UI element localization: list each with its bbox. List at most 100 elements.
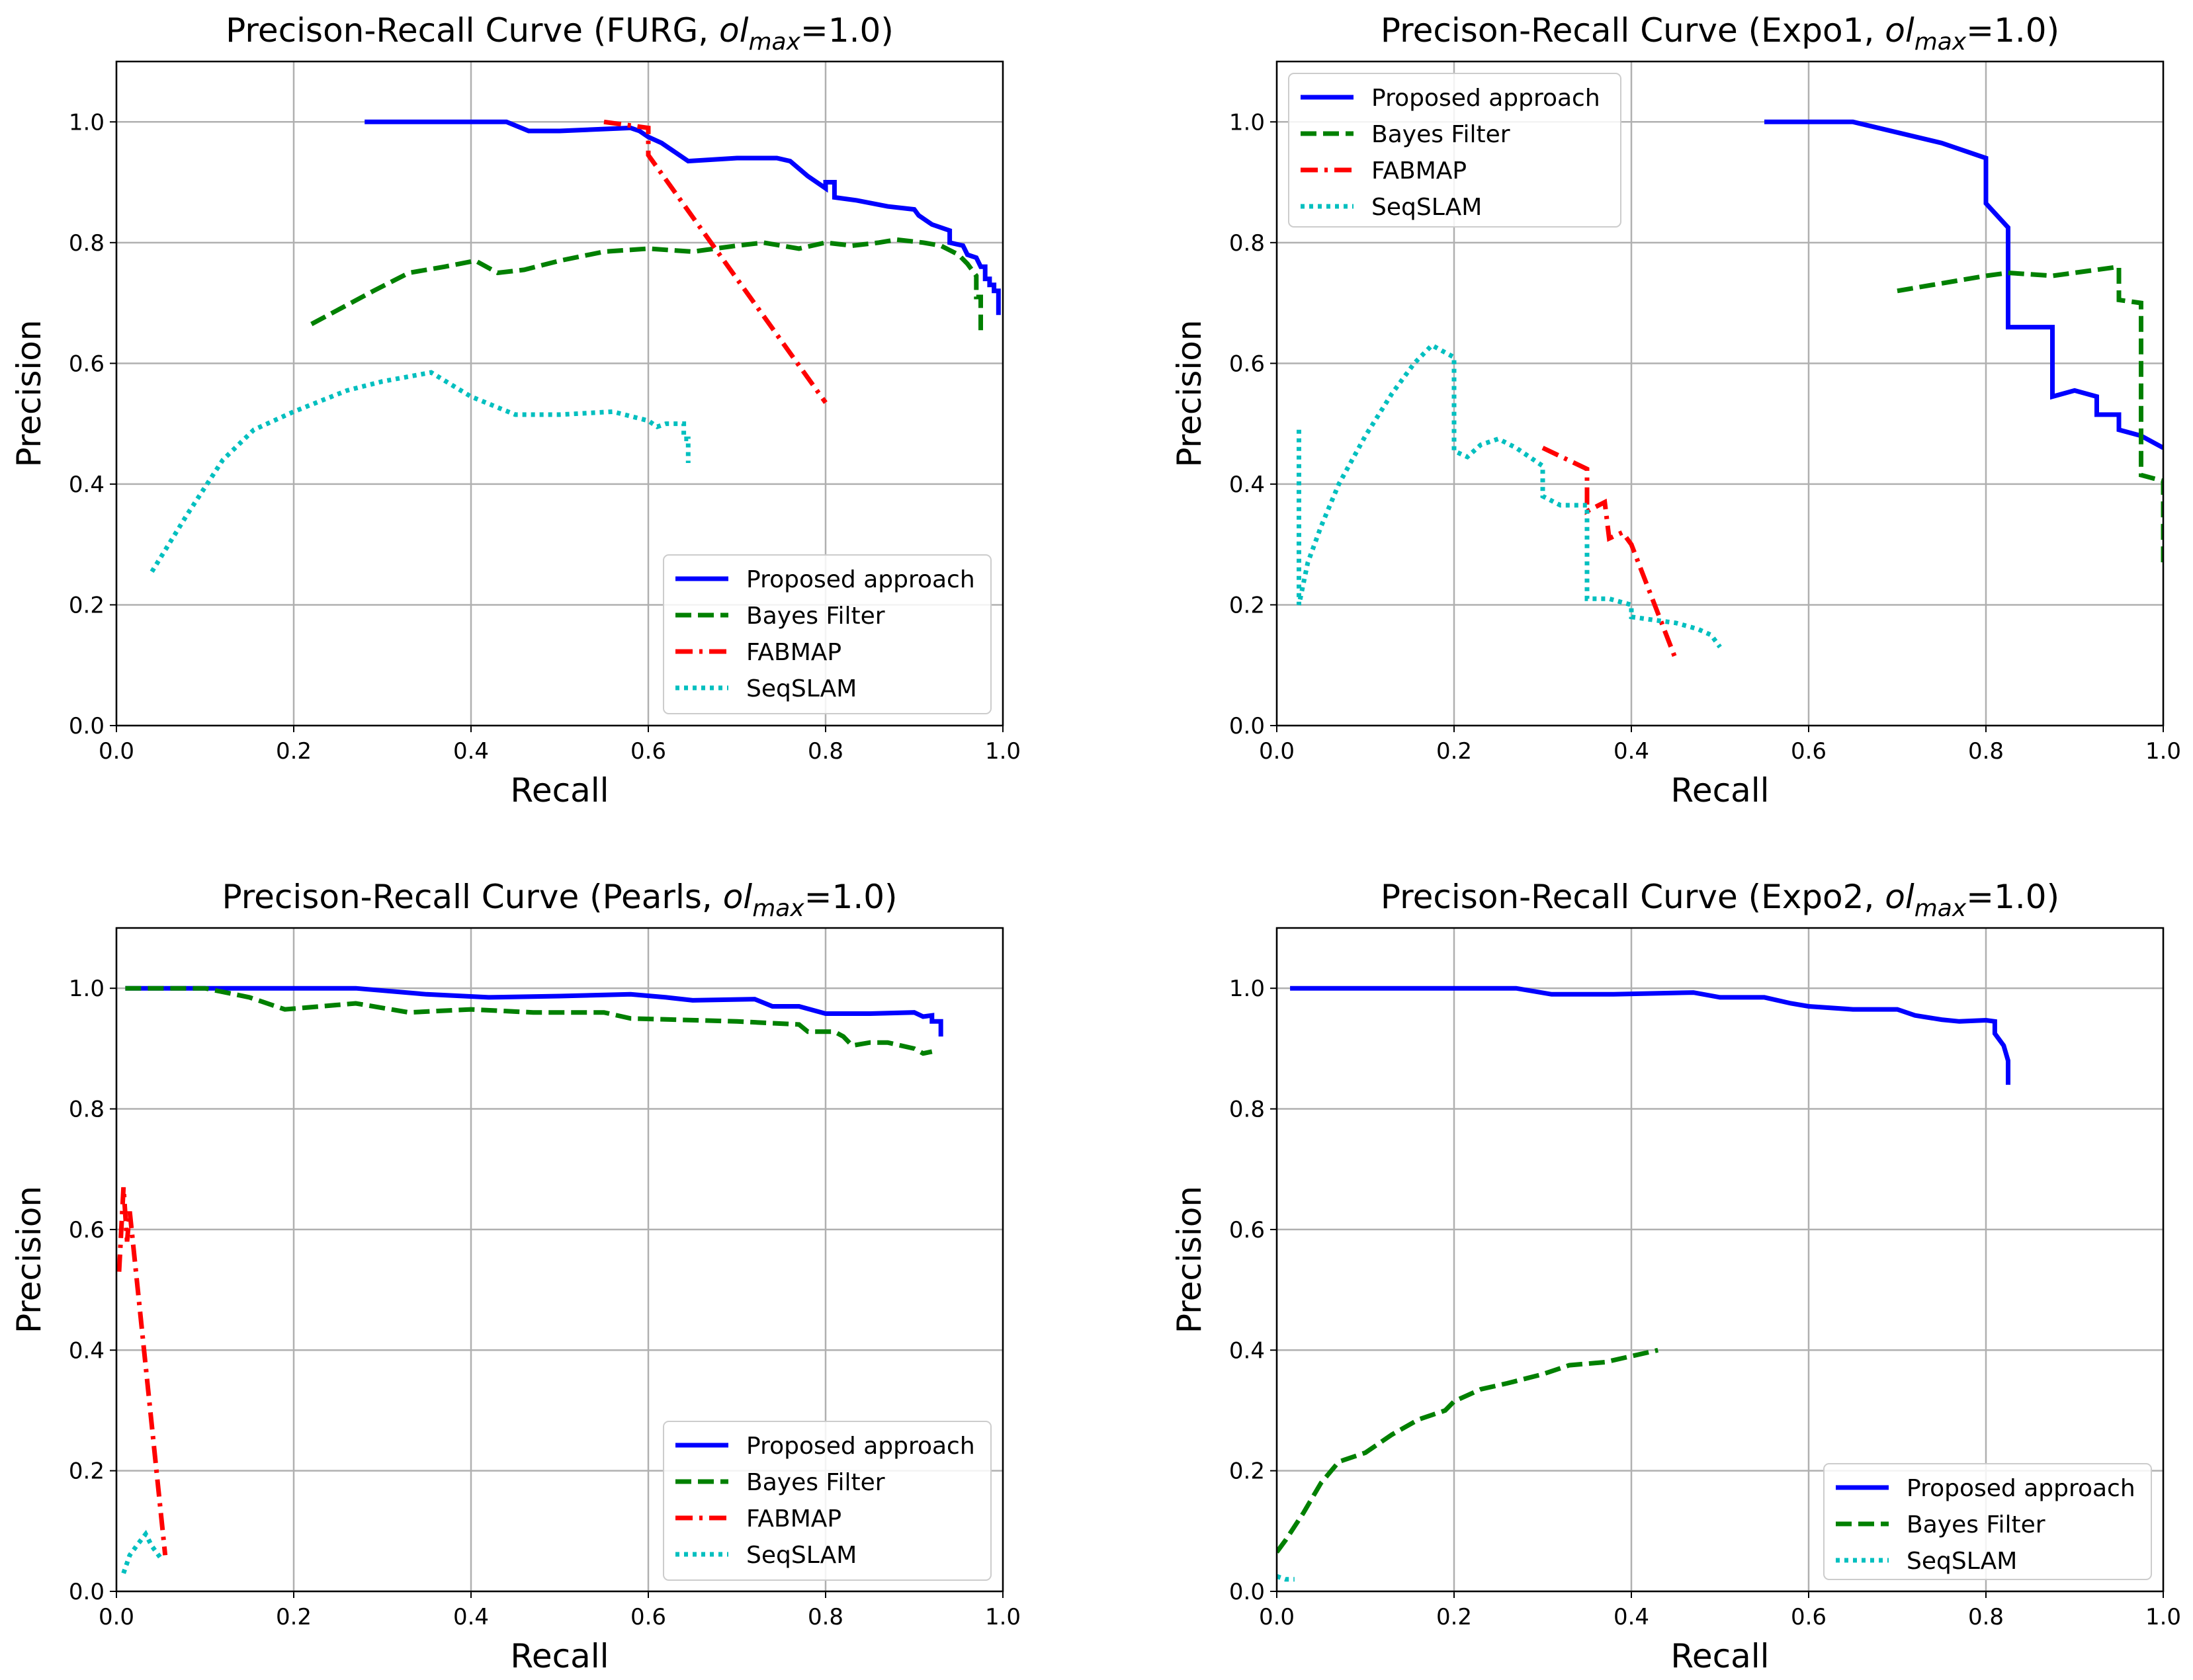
chart-title-math: ol [1885, 11, 1914, 50]
x-tick-label: 0.8 [808, 1604, 843, 1630]
series-line-proposed-approach [1290, 986, 2010, 1085]
legend-label: SeqSLAM [746, 1542, 857, 1569]
y-tick-label: 0.4 [1229, 1337, 1265, 1364]
legend-label: FABMAP [746, 1505, 841, 1533]
x-tick-label: 0.4 [1613, 1604, 1649, 1630]
legend-label: Proposed approach [1371, 85, 1600, 112]
legend-label: Proposed approach [746, 566, 975, 593]
chart-title-suffix: =1.0) [804, 878, 898, 916]
plot-area-frame [1275, 927, 2165, 1593]
chart-title-suffix: =1.0) [1966, 878, 2059, 916]
legend-label: FABMAP [1371, 157, 1467, 185]
x-tick-label: 0.8 [808, 738, 843, 765]
legend-label: SeqSLAM [746, 675, 857, 702]
chart-title-suffix: =1.0) [1966, 11, 2059, 50]
x-axis-label: Recall [510, 771, 609, 810]
legend-label: Proposed approach [746, 1433, 975, 1460]
legend-label: SeqSLAM [1907, 1548, 2017, 1575]
legend-label: Bayes Filter [1371, 121, 1510, 148]
y-axis-label: Precision [1170, 319, 1209, 467]
y-tick-label: 0.2 [1229, 592, 1265, 618]
legend: Proposed approach Bayes Filter FABMAP SeqSL… [663, 1421, 992, 1581]
series-line-fabmap [603, 119, 828, 404]
x-tick-label: 1.0 [2145, 738, 2181, 765]
chart-title: Precison-Recall Curve (Expo2, olmax=1.0) [1381, 878, 2059, 922]
chart-title-subscript: max [1914, 895, 1967, 922]
y-tick-label: 0.8 [1229, 1097, 1265, 1123]
x-tick-label: 0.2 [1436, 1604, 1472, 1630]
y-tick-label: 1.0 [1229, 109, 1265, 136]
y-tick-label: 0.0 [69, 1579, 105, 1605]
chart-panel-1: 0.0 0.2 0.4 0.6 0.8 1.0 0.0 0.2 0.4 0.6 0.8 1.0 Reca… [10, 11, 1021, 810]
series-line-fabmap [1541, 445, 1678, 660]
x-tick-label: 0.4 [1613, 738, 1649, 765]
chart-panel-3: 0.0 0.2 0.4 0.6 0.8 1.0 0.0 0.2 0.4 0.6 0.8 1.0 Reca… [10, 878, 1021, 1675]
x-tick-label: 0.6 [1791, 1604, 1827, 1630]
series-line-seqslam [121, 1529, 163, 1574]
legend: Proposed approach Bayes Filter FABMAP SeqSL… [663, 554, 992, 714]
series-line-proposed-approach [125, 986, 943, 1037]
series-line-seqslam [1297, 342, 1722, 649]
y-tick-label: 0.0 [1229, 1579, 1265, 1605]
y-axis-label: Precision [1170, 1186, 1209, 1333]
legend-label: SeqSLAM [1371, 194, 1482, 221]
legend-label: Bayes Filter [746, 1469, 885, 1496]
legend: Proposed approach Bayes Filter SeqSLAM [1823, 1463, 2152, 1580]
plot-area-frame [115, 60, 1004, 727]
chart-title-math: ol [1885, 878, 1914, 916]
chart-title-prefix: Precison-Recall Curve (FURG, [226, 11, 719, 50]
legend-box [1823, 1463, 2152, 1580]
y-axis-label: Precision [10, 319, 48, 467]
y-tick-label: 1.0 [69, 109, 105, 136]
legend-label: FABMAP [746, 639, 841, 666]
plot-area-frame [115, 927, 1004, 1593]
y-tick-label: 0.4 [69, 1337, 105, 1364]
x-tick-label: 0.8 [1968, 738, 2004, 765]
chart-title-subscript: max [1914, 28, 1967, 56]
y-tick-label: 0.6 [1229, 351, 1265, 377]
y-tick-label: 1.0 [1229, 976, 1265, 1002]
chart-title-suffix: =1.0) [800, 11, 894, 50]
x-axis-label: Recall [510, 1637, 609, 1675]
x-tick-label: 0.2 [1436, 738, 1472, 765]
legend-box [663, 1421, 992, 1581]
series-line-bayes-filter [125, 986, 933, 1056]
x-tick-label: 0.2 [276, 1604, 312, 1630]
chart-panel-2: 0.0 0.2 0.4 0.6 0.8 1.0 0.0 0.2 0.4 0.6 0.8 1.0 Reca… [1170, 11, 2181, 810]
y-tick-label: 0.8 [1229, 230, 1265, 257]
legend: Proposed approach Bayes Filter FABMAP SeqSL… [1288, 73, 1621, 228]
chart-title-prefix: Precison-Recall Curve (Expo2, [1381, 878, 1885, 916]
y-tick-label: 0.6 [69, 1217, 105, 1243]
x-tick-label: 0.0 [1259, 738, 1295, 765]
x-axis-label: Recall [1670, 771, 1769, 810]
chart-title-subscript: max [748, 28, 800, 56]
x-tick-label: 0.0 [99, 1604, 134, 1630]
series-line-seqslam [1277, 1574, 1295, 1582]
chart-panel-4: 0.0 0.2 0.4 0.6 0.8 1.0 0.0 0.2 0.4 0.6 0.8 1.0 Reca… [1170, 878, 2181, 1675]
chart-title-prefix: Precison-Recall Curve (Expo1, [1381, 11, 1885, 50]
y-tick-label: 0.2 [69, 1458, 105, 1485]
chart-title: Precison-Recall Curve (Pearls, olmax=1.0… [222, 878, 897, 922]
y-tick-label: 0.8 [69, 1097, 105, 1123]
x-tick-label: 0.0 [99, 738, 134, 765]
y-tick-label: 0.2 [69, 592, 105, 618]
series-line-bayes-filter [1277, 1347, 1658, 1554]
series-line-seqslam [150, 370, 691, 573]
series-line-bayes-filter [310, 237, 983, 331]
y-tick-label: 1.0 [69, 976, 105, 1002]
legend-label: Bayes Filter [1907, 1511, 2045, 1538]
y-axis-label: Precision [10, 1186, 48, 1333]
x-tick-label: 0.6 [630, 1604, 666, 1630]
x-tick-label: 0.4 [453, 1604, 489, 1630]
x-tick-label: 0.4 [453, 738, 489, 765]
chart-title: Precison-Recall Curve (Expo1, olmax=1.0) [1381, 11, 2059, 56]
legend-box [663, 554, 992, 714]
legend-box [1288, 73, 1621, 228]
y-tick-label: 0.4 [1229, 472, 1265, 498]
y-tick-label: 0.6 [69, 351, 105, 377]
y-tick-label: 0.0 [69, 713, 105, 739]
chart-title-prefix: Precison-Recall Curve (Pearls, [222, 878, 722, 916]
chart-title-math: ol [719, 11, 749, 50]
x-tick-label: 0.0 [1259, 1604, 1295, 1630]
